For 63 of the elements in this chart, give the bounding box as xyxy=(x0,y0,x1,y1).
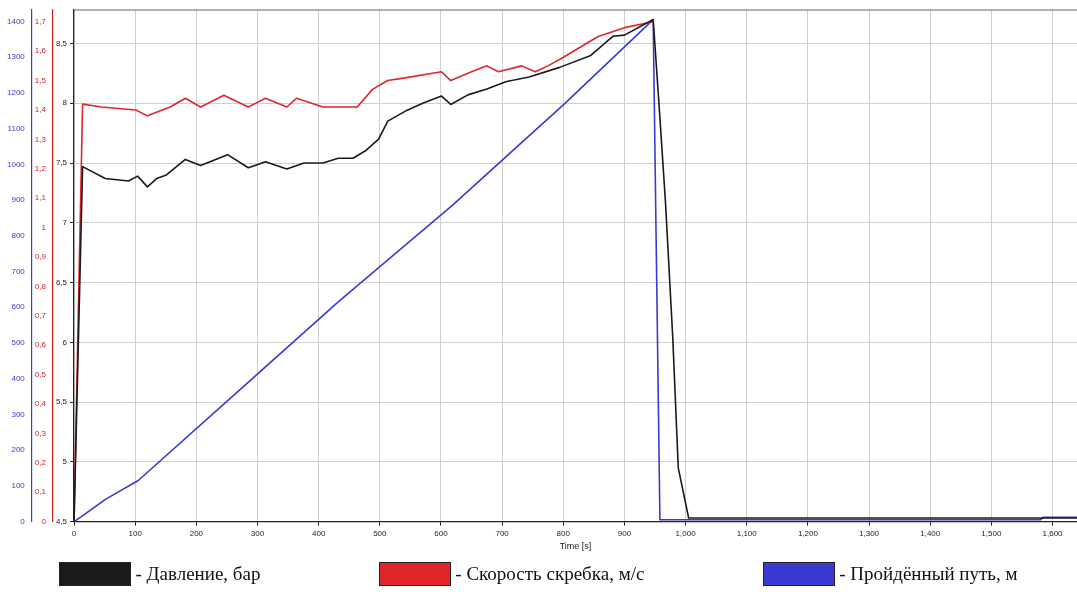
y3-tick-label: 500 xyxy=(11,338,26,348)
y3-tick-label: 1300 xyxy=(7,52,26,62)
x-tick-label: 400 xyxy=(311,528,326,538)
y2-tick-label: 0,4 xyxy=(34,399,47,409)
x-tick-label: 1,600 xyxy=(1042,528,1064,538)
y3-tick-label: 800 xyxy=(11,230,26,240)
x-tick-label: 700 xyxy=(495,528,510,538)
y3-tick-label: 100 xyxy=(11,481,26,491)
y-tick-label: 8 xyxy=(62,98,68,108)
x-tick-label: 800 xyxy=(556,528,571,538)
y3-tick-label: 1100 xyxy=(7,123,26,133)
x-tick-label: 1,200 xyxy=(797,528,819,538)
y3-tick-label: 300 xyxy=(11,409,26,419)
y2-tick-label: 0 xyxy=(41,516,47,526)
x-tick-label: 300 xyxy=(250,528,265,538)
x-tick-label: 600 xyxy=(434,528,449,538)
y-tick-label: 8,5 xyxy=(55,38,68,48)
x-tick-label: 1,500 xyxy=(981,528,1002,538)
x-tick-label: 1,300 xyxy=(859,528,880,538)
y-tick-label: 5 xyxy=(62,457,68,467)
y2-tick-label: 1,7 xyxy=(34,16,47,26)
x-tick-label: 900 xyxy=(617,528,632,538)
y2-tick-label: 1,6 xyxy=(34,46,47,56)
x-tick-label: 100 xyxy=(128,528,143,538)
legend-label: - Пройдённый путь, м xyxy=(839,563,1018,585)
legend-label: - Скорость скребка, м/с xyxy=(455,563,645,585)
y3-tick-label: 1200 xyxy=(7,88,26,98)
x-tick-label: 500 xyxy=(373,528,388,538)
y2-tick-label: 1,3 xyxy=(34,134,47,144)
x-tick-label: 1,400 xyxy=(920,528,941,538)
y3-tick-label: 600 xyxy=(11,302,26,312)
x-tick-label: 1,000 xyxy=(675,528,697,538)
y-tick-label: 6 xyxy=(62,337,68,347)
y2-tick-label: 0,9 xyxy=(34,252,47,262)
y3-tick-label: 700 xyxy=(11,266,26,276)
x-axis-title: Time [s] xyxy=(559,541,592,552)
y2-tick-label: 0,8 xyxy=(34,281,47,291)
x-tick-label: 200 xyxy=(189,528,204,538)
y-tick-label: 7 xyxy=(62,217,68,227)
y2-tick-label: 1,5 xyxy=(34,75,47,85)
y2-tick-label: 1,2 xyxy=(34,163,47,173)
y-tick-label: 4,5 xyxy=(55,516,68,526)
y3-tick-label: 1000 xyxy=(7,159,26,169)
legend-label: - Давление, бар xyxy=(135,563,261,585)
x-tick-label: 0 xyxy=(71,528,77,538)
y-tick-label: 5,5 xyxy=(55,397,68,407)
y-tick-label: 7,5 xyxy=(55,158,68,168)
y2-tick-label: 0,3 xyxy=(34,428,47,438)
y2-tick-label: 1,1 xyxy=(34,193,47,203)
y3-tick-label: 0 xyxy=(20,516,26,526)
y3-tick-label: 200 xyxy=(11,445,26,455)
y2-tick-label: 1 xyxy=(41,222,47,232)
y2-tick-label: 0,7 xyxy=(34,310,47,320)
y3-tick-label: 1400 xyxy=(7,16,26,26)
y3-tick-label: 900 xyxy=(11,195,26,205)
y2-tick-label: 1,4 xyxy=(34,105,47,115)
y-tick-label: 6,5 xyxy=(55,277,68,287)
y2-tick-label: 0,6 xyxy=(34,340,47,350)
y2-tick-label: 0,1 xyxy=(34,487,47,497)
y3-tick-label: 400 xyxy=(11,373,26,383)
x-tick-label: 1,100 xyxy=(736,528,758,538)
y2-tick-label: 0,5 xyxy=(34,369,47,379)
y2-tick-label: 0,2 xyxy=(34,458,47,467)
